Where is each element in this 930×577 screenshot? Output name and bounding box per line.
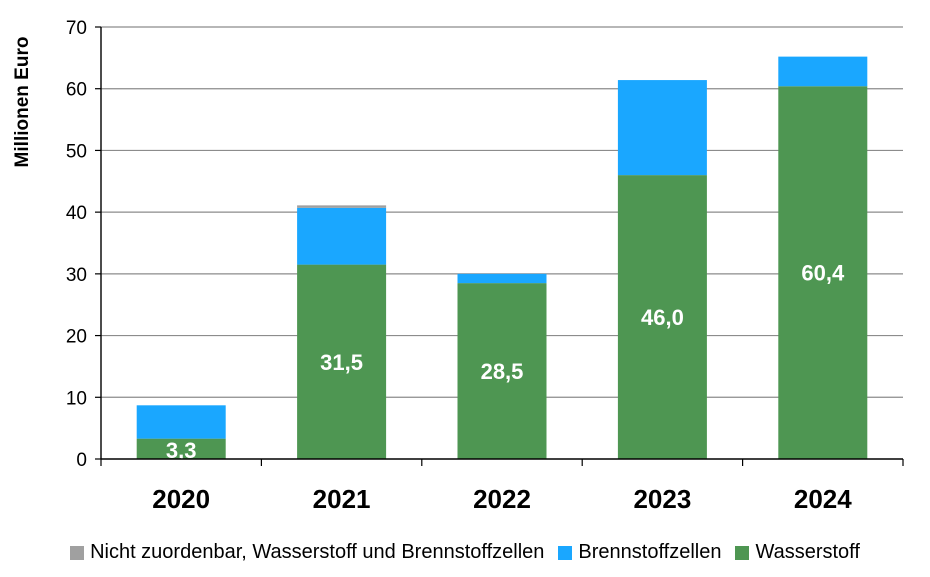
bars: 3,331,5 28,546,060,4	[136, 56, 868, 463]
legend-label: Brennstoffzellen	[578, 541, 722, 563]
bar-2021-wasserstoff	[297, 264, 387, 459]
data-label-2021: 31,5	[320, 350, 363, 375]
bar-2020-brennstoffzellen	[136, 405, 226, 439]
y-tick-label: 70	[66, 18, 87, 39]
bar-2024-brennstoffzellen	[778, 56, 868, 87]
bar-2021-nicht-zuordenbar	[297, 205, 387, 208]
legend-item: Nicht zuordenbar, Wasserstoff und Brenns…	[70, 541, 544, 564]
bar-2024-wasserstoff	[778, 86, 868, 459]
x-tick-label: 2022	[473, 484, 531, 514]
data-label-2022: 28,5	[481, 359, 524, 384]
data-label-2024: 60,4	[801, 261, 845, 286]
y-tick-label: 60	[66, 80, 87, 101]
y-tick-label: 50	[66, 141, 87, 162]
bar-2022-brennstoffzellen	[457, 273, 547, 284]
y-tick-label: 0	[76, 450, 87, 471]
legend: Nicht zuordenbar, Wasserstoff und Brenns…	[0, 541, 930, 564]
legend-swatch	[735, 545, 750, 560]
y-tick-label: 30	[66, 265, 87, 286]
x-tick-label: 2021	[313, 484, 371, 514]
legend-label: Nicht zuordenbar, Wasserstoff und Brenns…	[90, 541, 545, 563]
x-tick-label: 2020	[152, 484, 210, 514]
bar-2020-wasserstoff	[136, 438, 226, 459]
y-tick-label: 10	[66, 388, 87, 409]
y-tick-label: 20	[66, 327, 87, 348]
bar-2023-brennstoffzellen	[617, 80, 707, 176]
legend-item: Wasserstoff	[735, 541, 860, 564]
y-axis-label: Millionen Euro	[12, 37, 33, 168]
bar-2022-wasserstoff	[457, 283, 547, 459]
y-tick-label: 40	[66, 203, 87, 224]
legend-swatch	[558, 545, 573, 560]
legend-item: Brennstoffzellen	[558, 541, 721, 564]
legend-label: Wasserstoff	[755, 541, 860, 563]
legend-swatch	[70, 545, 85, 560]
bar-2021-brennstoffzellen	[297, 207, 387, 265]
axes: 0 10 20 30 40 50 60 70 2020 2021 2022 2023 2024	[66, 18, 904, 514]
bar-2023-wasserstoff	[617, 175, 707, 459]
data-label-2023: 46,0	[641, 305, 684, 330]
x-tick-label: 2024	[794, 484, 852, 514]
x-tick-label: 2023	[633, 484, 691, 514]
